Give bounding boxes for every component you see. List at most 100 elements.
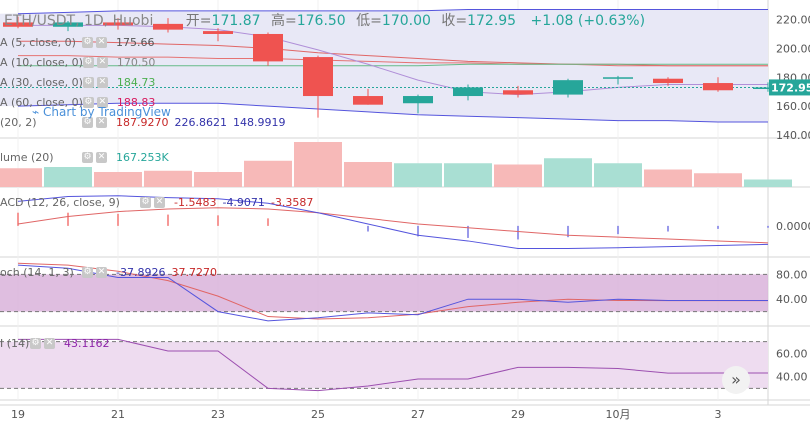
rsi-legend[interactable]: I (14) ⚙ ✕ 43.1162 bbox=[0, 337, 110, 350]
open-value: 171.87 bbox=[211, 13, 261, 29]
close-icon[interactable]: ✕ bbox=[96, 77, 108, 88]
candle-body bbox=[203, 31, 233, 34]
double-chevron-right-icon: » bbox=[731, 370, 741, 389]
close-icon[interactable]: ✕ bbox=[96, 152, 107, 163]
close-icon[interactable]: ✕ bbox=[96, 57, 108, 68]
bollinger-lower-line bbox=[17, 102, 768, 123]
watermark-text: Chart by TradingView bbox=[43, 105, 171, 119]
stoch-legend[interactable]: och (14, 1, 3) ⚙ ✕ -37.8926 37.7270 bbox=[0, 266, 217, 279]
ma10-label: A (10, close, 0) bbox=[0, 56, 83, 69]
ma30-legend[interactable]: A (30, close, 0) ⚙ ✕ 184.73 bbox=[0, 76, 155, 89]
volume-legend[interactable]: lume (20) ⚙ ✕ 167.253K bbox=[0, 151, 169, 164]
date-tick-label: 21 bbox=[111, 408, 125, 421]
close-icon[interactable]: ✕ bbox=[154, 197, 165, 208]
tradingview-watermark[interactable]: ⌁ Chart by TradingView bbox=[32, 105, 171, 119]
close-icon[interactable]: ✕ bbox=[96, 117, 107, 128]
ma30-line bbox=[18, 63, 768, 67]
macd-legend[interactable]: ACD (12, 26, close, 9) ⚙ ✕ -1.5483 -4.907… bbox=[0, 196, 313, 209]
gear-icon[interactable]: ⚙ bbox=[30, 338, 41, 349]
gear-icon[interactable]: ⚙ bbox=[82, 152, 93, 163]
stoch-tick-label: 40.00 bbox=[776, 293, 808, 306]
candle-body bbox=[403, 96, 433, 104]
ma30-label: A (30, close, 0) bbox=[0, 76, 83, 89]
candle-body bbox=[53, 22, 83, 27]
volume-bar bbox=[344, 162, 392, 187]
date-tick-label: 27 bbox=[411, 408, 425, 421]
high-label: 高= bbox=[270, 13, 297, 29]
ma5-label: A (5, close, 0) bbox=[0, 36, 76, 49]
ma5-legend[interactable]: A (5, close, 0) ⚙ ✕ 175.66 bbox=[0, 36, 155, 49]
symbol-title[interactable]: ETH/USDT, 1D, Huobi bbox=[4, 13, 154, 29]
ma60-legend[interactable]: A (60, close, 0) ⚙ ✕ 188.83 bbox=[0, 96, 155, 109]
volume-bar bbox=[644, 169, 692, 187]
volume-value: 167.253K bbox=[116, 151, 169, 164]
gear-icon[interactable]: ⚙ bbox=[82, 267, 93, 278]
date-tick-label: 3 bbox=[715, 408, 722, 421]
macd-signal-value: -3.3587 bbox=[270, 196, 314, 209]
candle-body bbox=[553, 80, 583, 95]
volume-bar bbox=[744, 179, 792, 187]
price-tick-label: 140.00 bbox=[776, 129, 810, 142]
gear-icon[interactable]: ⚙ bbox=[140, 197, 151, 208]
volume-bar bbox=[294, 142, 342, 187]
ma10-legend[interactable]: A (10, close, 0) ⚙ ✕ 170.50 bbox=[0, 56, 155, 69]
boll-upper-value: 226.8621 bbox=[174, 116, 228, 129]
last-price-label: 172.95 bbox=[771, 81, 810, 94]
volume-bar bbox=[0, 168, 42, 187]
close-icon[interactable]: ✕ bbox=[96, 97, 108, 108]
macd-line-value: -4.9071 bbox=[222, 196, 265, 209]
gear-icon[interactable]: ⚙ bbox=[82, 97, 94, 108]
gear-icon[interactable]: ⚙ bbox=[82, 77, 94, 88]
date-tick-label: 19 bbox=[11, 408, 25, 421]
rsi-label: I (14) bbox=[0, 337, 30, 350]
macd-signal-line bbox=[17, 207, 769, 244]
price-tick-label: 220.00 bbox=[776, 14, 810, 27]
bollinger-upper-line bbox=[17, 8, 768, 15]
close-icon[interactable]: ✕ bbox=[44, 338, 55, 349]
rsi-tick-label: 60.00 bbox=[776, 347, 808, 360]
stoch-k-value: -37.8926 bbox=[116, 266, 166, 279]
candle-body bbox=[453, 87, 483, 97]
price-tick-label: 200.00 bbox=[776, 42, 810, 55]
candle-body bbox=[153, 23, 183, 30]
price-pane bbox=[0, 8, 783, 123]
candle-body bbox=[303, 57, 333, 97]
boll-legend[interactable]: (20, 2) ⚙ ✕ 187.9270 226.8621 148.9919 bbox=[0, 116, 286, 129]
volume-bar bbox=[494, 164, 542, 187]
ma60-line bbox=[18, 55, 768, 67]
ma60-value: 188.83 bbox=[116, 96, 156, 109]
low-label: 低= bbox=[356, 13, 382, 29]
rsi-tick-label: 40.00 bbox=[776, 371, 808, 384]
close-value: 172.95 bbox=[467, 13, 517, 29]
rsi-band-fill bbox=[0, 341, 768, 389]
date-tick-label: 10月 bbox=[606, 408, 631, 421]
gear-icon[interactable]: ⚙ bbox=[82, 37, 93, 48]
close-icon[interactable]: ✕ bbox=[96, 267, 107, 278]
candle-body bbox=[603, 77, 633, 79]
volume-label: lume (20) bbox=[0, 151, 54, 164]
open-label: 开= bbox=[185, 13, 212, 29]
boll-mid-value: 187.9270 bbox=[116, 116, 169, 129]
volume-pane bbox=[0, 142, 792, 187]
close-label: 收= bbox=[441, 13, 468, 29]
volume-bar bbox=[444, 163, 492, 187]
change-value: +1.08 (+0.63%) bbox=[530, 13, 646, 29]
stoch-k-line bbox=[17, 264, 768, 322]
macd-hist-value: -1.5483 bbox=[174, 196, 217, 209]
volume-bar bbox=[194, 172, 242, 187]
boll-lower-value: 148.9919 bbox=[233, 116, 286, 129]
date-tick-label: 25 bbox=[311, 408, 325, 421]
close-icon[interactable]: ✕ bbox=[96, 37, 107, 48]
date-tick-label: 29 bbox=[511, 408, 525, 421]
stoch-tick-label: 80.00 bbox=[776, 268, 808, 281]
candle-body bbox=[503, 90, 533, 95]
gear-icon[interactable]: ⚙ bbox=[82, 57, 94, 68]
stoch-d-line bbox=[17, 262, 768, 320]
scroll-to-realtime-button[interactable]: » bbox=[722, 366, 750, 394]
rsi-line bbox=[18, 338, 768, 392]
candle-body bbox=[753, 87, 783, 90]
rsi-pane bbox=[0, 338, 768, 392]
gear-icon[interactable]: ⚙ bbox=[82, 117, 93, 128]
date-tick-label: 23 bbox=[211, 408, 225, 421]
